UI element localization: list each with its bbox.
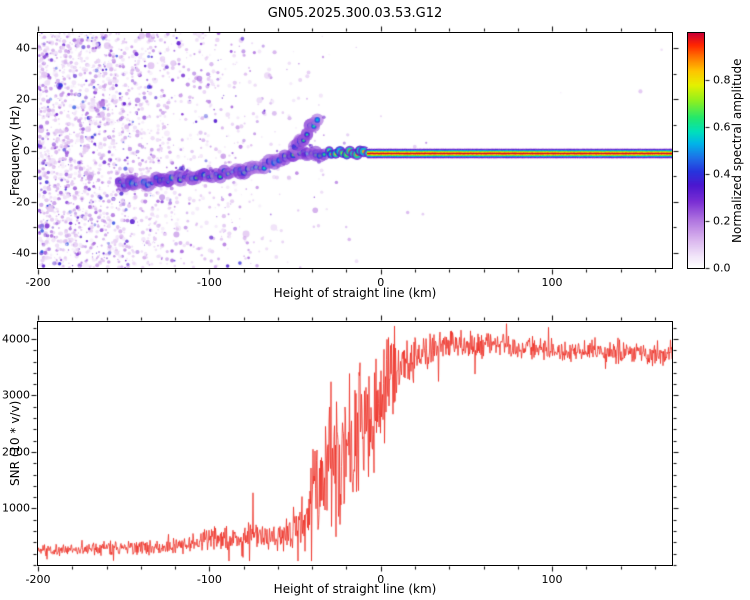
top-x-axis-label: Height of straight line (km) xyxy=(273,286,437,300)
tick-label: -100 xyxy=(196,276,222,289)
snr-axis-label: SNR (10 * v/v) xyxy=(8,400,22,487)
tick-label: 0 xyxy=(377,276,385,289)
tick-label: -20 xyxy=(12,195,30,209)
snr-plot xyxy=(37,321,673,566)
tick-label: 100 xyxy=(541,276,563,289)
tick-label: 0.2 xyxy=(713,214,731,228)
tick-label: 40 xyxy=(16,41,30,55)
tick-label: 0 xyxy=(377,573,385,586)
frequency-axis-label: Frequency (Hz) xyxy=(8,105,22,196)
tick-label: 100 xyxy=(541,573,563,586)
tick-label: 2000 xyxy=(2,445,30,459)
snr-canvas xyxy=(38,322,672,565)
bottom-x-axis-label: Height of straight line (km) xyxy=(273,582,437,596)
colorbar-axis-label: Normalized spectral amplitude xyxy=(730,58,744,243)
spectrogram-canvas xyxy=(38,33,672,268)
tick-label: -100 xyxy=(196,573,222,586)
tick-label: 3000 xyxy=(2,388,30,402)
tick-label: 0.0 xyxy=(713,261,731,275)
tick-label: 20 xyxy=(16,92,30,106)
tick-label: -200 xyxy=(25,573,51,586)
tick-label: 0.6 xyxy=(713,120,731,134)
chart-title: GN05.2025.300.03.53.G12 xyxy=(267,6,443,21)
tick-label: 0 xyxy=(23,144,30,157)
tick-label: 4000 xyxy=(2,332,30,346)
colorbar xyxy=(687,32,705,269)
tick-label: 0.4 xyxy=(713,167,731,181)
spectrogram-plot xyxy=(37,32,673,269)
tick-label: -200 xyxy=(25,276,51,289)
tick-label: 1000 xyxy=(2,501,30,515)
tick-label: -40 xyxy=(12,246,30,260)
tick-label: 0.8 xyxy=(713,73,731,87)
colorbar-canvas xyxy=(688,33,704,268)
